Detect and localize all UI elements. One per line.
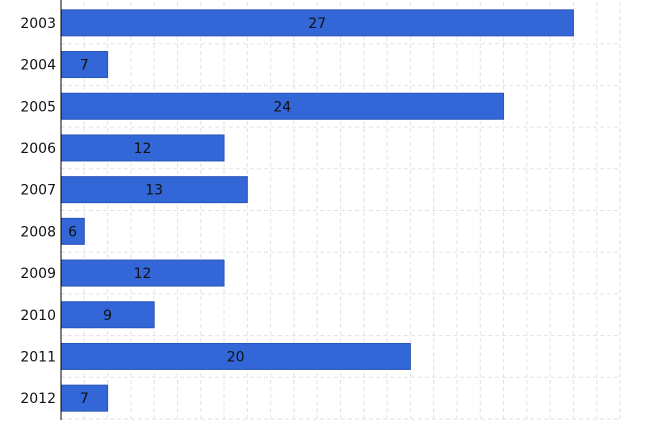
bar <box>60 92 505 120</box>
grid <box>60 2 621 420</box>
bar-label: 12 <box>134 266 152 282</box>
bar-label: 12 <box>134 141 152 157</box>
y-tick-label: 2007 <box>20 183 56 199</box>
bar <box>60 51 109 79</box>
bar <box>60 9 574 37</box>
y-tick-label: 2004 <box>20 58 56 74</box>
y-tick-label: 2006 <box>20 141 56 157</box>
bar <box>60 342 411 370</box>
bar <box>60 301 155 329</box>
y-tick-label: 2008 <box>20 224 56 240</box>
bar-label: 13 <box>145 183 163 199</box>
bar-label: 9 <box>103 308 112 324</box>
bar-label: 6 <box>68 224 77 240</box>
bar <box>60 384 109 412</box>
bar-label: 27 <box>308 16 326 32</box>
bar <box>60 134 225 162</box>
y-tick-label: 2005 <box>20 99 56 115</box>
bar <box>60 259 225 287</box>
y-tick-label: 2003 <box>20 16 56 32</box>
plot: 2003 27 2004 7 2005 24 2006 12 2007 13 2008 6 2009 12… <box>20 9 574 412</box>
bar-label: 7 <box>80 391 89 407</box>
bar-label: 7 <box>80 58 89 74</box>
y-tick-label: 2011 <box>20 349 56 365</box>
y-tick-label: 2010 <box>20 308 56 324</box>
bar-label: 20 <box>227 349 245 365</box>
bar-label: 24 <box>273 99 291 115</box>
y-tick-label: 2012 <box>20 391 56 407</box>
y-tick-label: 2009 <box>20 266 56 282</box>
